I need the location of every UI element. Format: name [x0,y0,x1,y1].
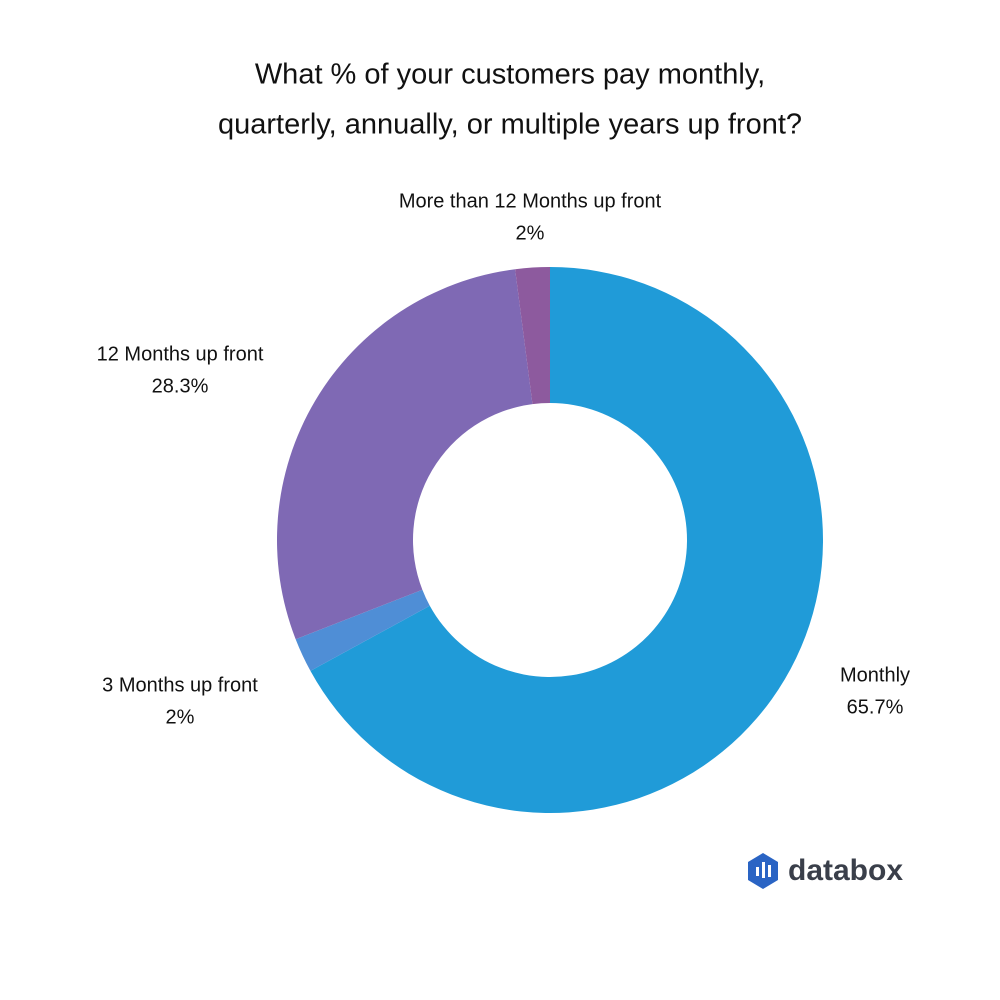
logo-text: databox [788,854,903,887]
donut-slice [295,589,430,671]
value-label: 28.3% [152,375,209,397]
value-label: 65.7% [847,696,904,718]
value-label: 2% [516,222,545,244]
chart-title: What % of your customers pay monthly, [255,59,765,91]
chart-title: quarterly, annually, or multiple years u… [218,109,802,141]
slice-label: 3 Months up front [102,674,258,696]
donut-slice [277,269,533,640]
value-label: 2% [166,706,195,728]
slice-label: 12 Months up front [97,343,264,365]
logo-icon [748,853,778,889]
slice-label: Monthly [840,664,910,686]
donut-slice [310,267,824,813]
slice-label: More than 12 Months up front [399,190,662,212]
donut-slice [515,267,550,405]
